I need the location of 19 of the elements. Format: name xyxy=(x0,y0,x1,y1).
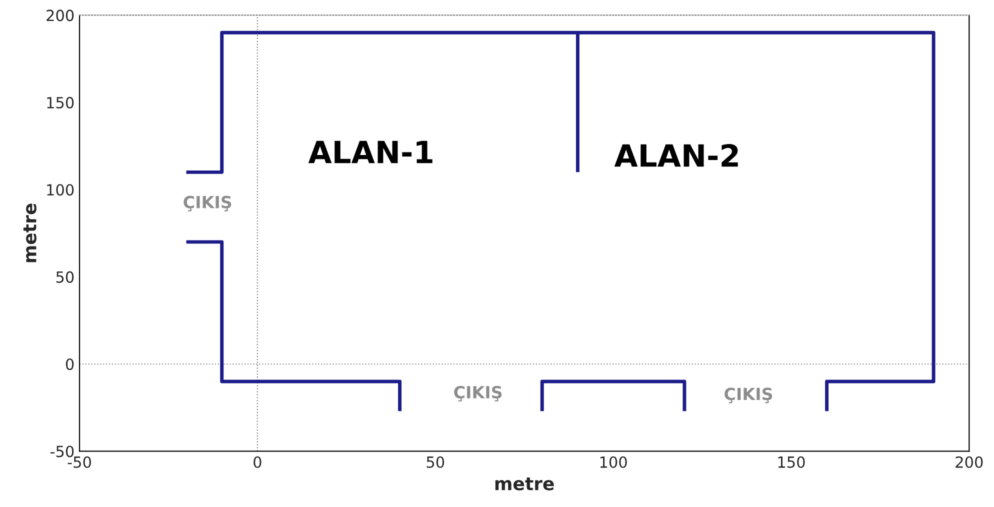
x-axis-title: metre xyxy=(495,477,554,490)
x-tick-label: 150 xyxy=(778,456,805,468)
x-tick-label: -50 xyxy=(68,456,91,468)
annotation: ÇIKIŞ xyxy=(454,386,502,402)
x-tick-label: 200 xyxy=(956,456,983,468)
y-tick-label: 150 xyxy=(47,96,74,108)
y-tick-label: -50 xyxy=(50,446,74,458)
annotation: ÇIKIŞ xyxy=(724,388,772,404)
x-tick-label: 50 xyxy=(426,456,444,468)
annotation: ÇIKIŞ xyxy=(184,196,232,212)
y-tick-label: 50 xyxy=(56,271,74,283)
x-tick-label: 100 xyxy=(600,456,627,468)
annotation: ALAN-1 xyxy=(308,140,432,164)
y-axis-title: metre xyxy=(24,204,36,262)
y-tick-label: 200 xyxy=(46,10,74,22)
y-tick-label: 0 xyxy=(66,358,74,370)
x-tick-label: 0 xyxy=(254,456,262,468)
y-tick-label: 100 xyxy=(47,184,74,196)
annotation: ALAN-2 xyxy=(614,144,738,167)
